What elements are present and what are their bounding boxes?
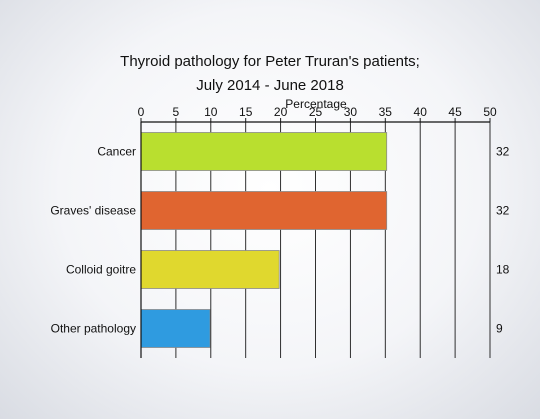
bars [140,132,388,348]
chart-title-line-1: Thyroid pathology for Peter Truran's pat… [120,53,420,70]
x-axis-ticks: 0 5 10 15 20 25 30 35 40 45 50 [138,105,497,122]
plot-frame [140,121,490,358]
category-label: Cancer [97,145,136,159]
bar [140,191,388,230]
x-tick-label: 0 [138,105,145,119]
category-label: Graves' disease [50,204,136,218]
x-tick-label: 45 [448,105,462,119]
x-tick-label: 5 [173,105,180,119]
x-tick-label: 30 [344,105,358,119]
x-axis-title: Percentage [285,97,347,111]
category-label: Colloid goitre [66,263,136,277]
x-tick-label: 25 [309,105,323,119]
bar [140,250,280,289]
category-label: Other pathology [51,322,136,336]
x-tick-label: 10 [204,105,218,119]
data-label: 32 [496,145,510,159]
x-tick-label: 15 [239,105,253,119]
data-label: 9 [496,322,503,336]
x-tick-label: 50 [483,105,497,119]
category-labels: Cancer Graves' disease Colloid goitre Other… [50,145,136,336]
data-label: 32 [496,204,510,218]
x-tick-label: 40 [414,105,428,119]
bar [140,309,211,348]
x-tick-label: 35 [379,105,393,119]
bar [140,132,388,171]
x-tick-label: 20 [274,105,288,119]
data-label: 18 [496,263,510,277]
chart-title-line-2: July 2014 - June 2018 [196,77,344,94]
data-labels: 32 32 18 9 [496,145,510,336]
